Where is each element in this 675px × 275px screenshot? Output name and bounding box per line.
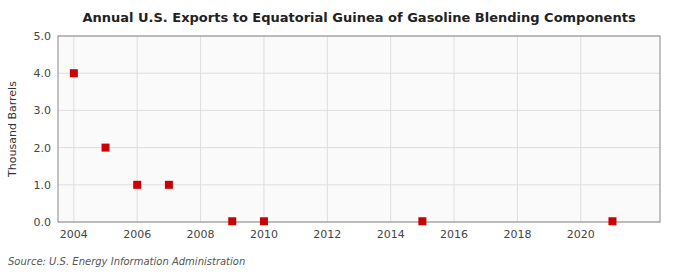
chart-svg: 0.0 1.0 2.0 3.0 4.0 5.0 2004 2006 2008 2010 2012 20… <box>0 0 675 275</box>
point <box>228 217 236 225</box>
chart-container: 0.0 1.0 2.0 3.0 4.0 5.0 2004 2006 2008 2010 2012 20… <box>0 0 675 275</box>
y-grid-line <box>58 147 660 148</box>
x-grid-line <box>73 36 74 222</box>
x-tick-label: 2016 <box>440 228 468 241</box>
plot-area <box>58 36 660 222</box>
x-tick-label: 2010 <box>250 228 278 241</box>
title: Annual U.S. Exports to Equatorial Guinea… <box>82 10 636 25</box>
point <box>608 217 616 225</box>
y-tick-label: 1.0 <box>34 179 52 192</box>
point <box>70 69 78 77</box>
y-tick-label: 0.0 <box>34 216 52 229</box>
y-grid-line <box>58 184 660 185</box>
grid <box>58 36 660 222</box>
y-tick-label: 5.0 <box>34 30 52 43</box>
y-axis-label: Thousand Barrels <box>6 81 19 178</box>
x-grid-line <box>390 36 391 222</box>
y-grid-line <box>58 110 660 111</box>
point <box>260 217 268 225</box>
x-grid-line <box>137 36 138 222</box>
y-tick-label: 2.0 <box>34 142 52 155</box>
y-grid-line <box>58 73 660 74</box>
x-grid-line <box>517 36 518 222</box>
point <box>418 217 426 225</box>
x-tick-label: 2004 <box>60 228 88 241</box>
x-tick-label: 2014 <box>377 228 405 241</box>
y-tick-label: 3.0 <box>34 104 52 117</box>
x-tick-label: 2008 <box>187 228 215 241</box>
x-grid-line <box>200 36 201 222</box>
x-tick-label: 2012 <box>313 228 341 241</box>
point <box>102 144 110 152</box>
x-tick-label: 2020 <box>567 228 595 241</box>
data-points <box>70 69 617 225</box>
point <box>165 181 173 189</box>
x-grid-line <box>263 36 264 222</box>
y-tick-label: 4.0 <box>34 67 52 80</box>
x-tick-label: 2018 <box>503 228 531 241</box>
source-note: Source: U.S. Energy Information Administ… <box>8 256 245 267</box>
plot-frame <box>58 36 660 222</box>
x-grid-line <box>327 36 328 222</box>
x-grid-line <box>580 36 581 222</box>
x-tick-label: 2006 <box>123 228 151 241</box>
x-grid-line <box>454 36 455 222</box>
point <box>133 181 141 189</box>
